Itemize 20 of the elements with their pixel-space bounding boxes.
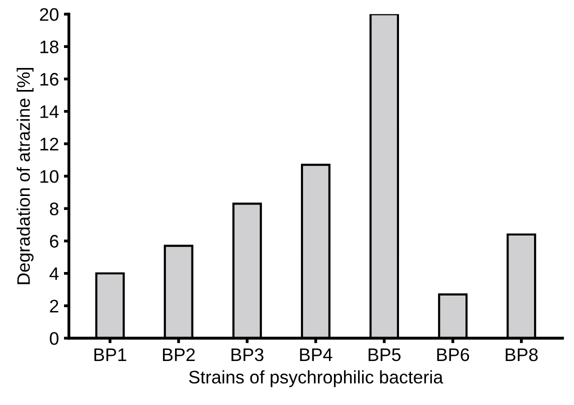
x-tick-label: BP2 — [162, 348, 195, 361]
x-tick-label: BP4 — [300, 348, 332, 361]
y-tick-label: 2 — [50, 300, 58, 312]
y-tick-label: 14 — [40, 105, 59, 118]
y-tick-label: 20 — [40, 8, 58, 21]
y-tick-label: 0 — [50, 332, 58, 345]
y-tick-label: 16 — [40, 72, 58, 86]
x-tick-label: BP5 — [368, 348, 401, 362]
x-tick-label: BP3 — [232, 348, 264, 362]
x-tick-label: BP6 — [437, 348, 470, 362]
y-tick-label: 8 — [50, 202, 58, 216]
y-tick-label: 10 — [40, 170, 58, 183]
x-tick-label: BP8 — [506, 348, 538, 362]
x-axis-title: Strains of psychrophilic bacteria — [189, 370, 444, 388]
y-tick-label: 18 — [40, 40, 58, 54]
y-tick-label: 6 — [50, 234, 58, 248]
y-axis-title: Degradation of atrazine [%] — [16, 68, 34, 284]
x-tick-label: BP1 — [94, 348, 126, 361]
y-tick-label: 4 — [50, 267, 59, 280]
y-tick-label: 12 — [40, 138, 58, 150]
